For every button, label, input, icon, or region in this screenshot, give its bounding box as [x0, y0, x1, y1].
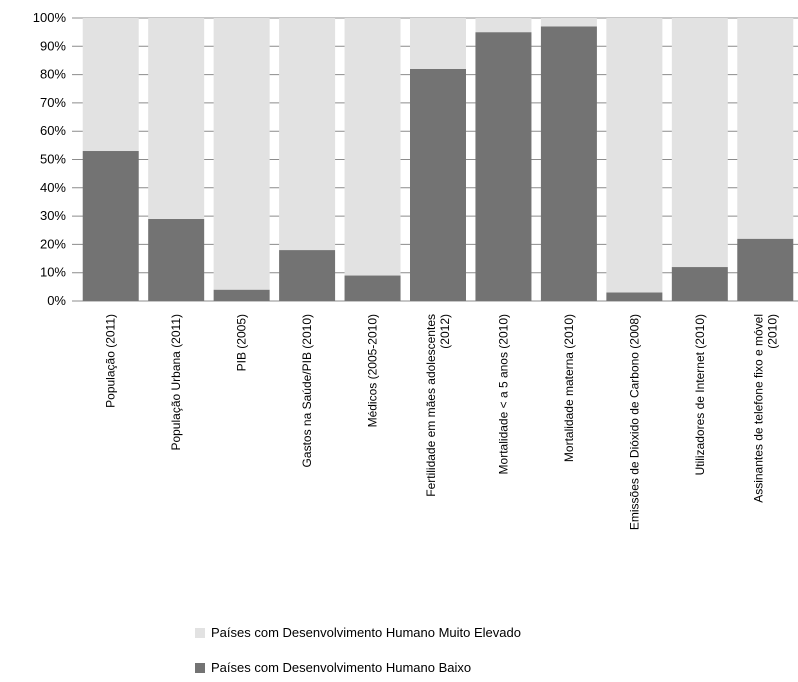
x-category-label-line: Fertilidade em mães adolescentes: [424, 314, 438, 497]
x-category-label-line: Médicos (2005-2010): [366, 314, 380, 427]
bar-segment-low: [344, 275, 401, 301]
legend-label-very-high: Países com Desenvolvimento Humano Muito …: [211, 625, 521, 640]
x-category-label: Fertilidade em mães adolescentes (2012): [424, 314, 452, 497]
y-tick-label: 80%: [40, 67, 66, 82]
bar-segment-low: [737, 238, 794, 301]
legend-item-very-high: Países com Desenvolvimento Humano Muito …: [195, 625, 521, 640]
bar-segment-low: [475, 32, 532, 302]
x-category-label-line: Assinantes de telefone fixo e móvel: [751, 314, 765, 503]
x-category-label-line: (2012): [438, 314, 452, 349]
x-category-label-line: (2010): [765, 314, 779, 349]
bar-segment-very-high: [671, 18, 728, 268]
bar-segment-very-high: [737, 18, 794, 239]
x-category-label-line: PIB (2005): [235, 314, 249, 371]
y-axis-ticks: 0% 10% 20% 30% 40% 50% 60% 70% 80% 90% 100%: [33, 10, 67, 308]
y-tick-label: 40%: [40, 180, 66, 195]
bar-segment-very-high: [475, 18, 532, 33]
bar-segment-very-high: [344, 18, 401, 276]
y-tick-label: 50%: [40, 152, 66, 167]
x-category-label: Mortalidade < a 5 anos (2010): [496, 314, 510, 474]
x-category-label-line: Utilizadores de Internet (2010): [693, 314, 707, 475]
bar-segment-very-high: [606, 18, 663, 293]
bar-segment-low: [279, 250, 336, 301]
bar-segment-low: [213, 289, 270, 301]
x-category-label-line: População (2011): [104, 314, 118, 408]
x-category-label: População (2011): [104, 314, 118, 408]
x-category-label: Mortalidade materna (2010): [562, 314, 576, 462]
bar-segment-low: [671, 267, 728, 301]
x-category-label: Médicos (2005-2010): [366, 314, 380, 427]
y-tick-label: 30%: [40, 208, 66, 223]
bar-segment-low: [148, 218, 205, 301]
x-category-label: População Urbana (2011): [169, 314, 183, 451]
bar-segment-very-high: [410, 18, 466, 69]
x-category-label: Gastos na Saúde/PIB (2010): [300, 314, 314, 467]
bar-segment-low: [606, 292, 663, 301]
x-category-label: PIB (2005): [235, 314, 249, 371]
bars: [82, 18, 794, 302]
y-tick-label: 0%: [47, 293, 66, 308]
x-category-label-line: Gastos na Saúde/PIB (2010): [300, 314, 314, 467]
bar-segment-very-high: [213, 18, 270, 290]
y-tick-label: 60%: [40, 123, 66, 138]
y-tick-label: 90%: [40, 38, 66, 53]
y-tick-label: 20%: [40, 236, 66, 251]
bar-segment-low: [410, 68, 466, 301]
bar-segment-very-high: [82, 18, 139, 152]
legend-label-low: Países com Desenvolvimento Humano Baixo: [211, 660, 472, 675]
x-category-label-line: Mortalidade < a 5 anos (2010): [496, 314, 510, 474]
x-category-label: Assinantes de telefone fixo e móvel (2010…: [751, 314, 779, 503]
bar-segment-low: [82, 151, 139, 301]
bar-segment-very-high: [279, 18, 336, 251]
legend-swatch-low: [195, 662, 205, 673]
x-category-label: Emissões de Dióxido de Carbono (2008): [627, 314, 641, 530]
bar-segment-very-high: [148, 18, 205, 219]
legend-swatch-very-high: [195, 627, 205, 638]
x-category-label-line: População Urbana (2011): [169, 314, 183, 451]
y-tick-label: 10%: [40, 265, 66, 280]
bar-segment-very-high: [540, 18, 597, 27]
x-category-label-line: Mortalidade materna (2010): [562, 314, 576, 462]
y-tick-label: 100%: [33, 10, 67, 25]
y-tick-label: 70%: [40, 95, 66, 110]
x-category-label-line: Emissões de Dióxido de Carbono (2008): [627, 314, 641, 530]
x-axis-labels: População (2011) População Urbana (2011) P…: [104, 314, 780, 530]
bar-segment-low: [540, 26, 597, 302]
x-category-label: Utilizadores de Internet (2010): [693, 314, 707, 475]
legend-item-low: Países com Desenvolvimento Humano Baixo: [195, 660, 471, 675]
